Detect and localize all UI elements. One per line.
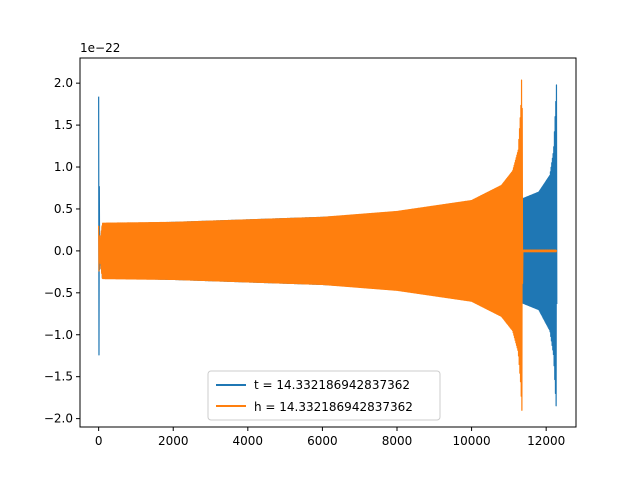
y-tick-label: −2.0 xyxy=(44,412,73,426)
x-tick-label: 6000 xyxy=(307,434,338,448)
y-tick-label: 0.5 xyxy=(54,202,73,216)
y-tick-label: −1.0 xyxy=(44,328,73,342)
x-axis: 0 2000 4000 6000 8000 10000 12000 xyxy=(95,427,565,448)
x-tick-label: 10000 xyxy=(452,434,490,448)
legend: t = 14.332186942837362 h = 14.3321869428… xyxy=(207,370,441,421)
y-axis: −2.0 −1.5 −1.0 −0.5 0.0 0.5 1.0 1.5 2.0 xyxy=(44,76,80,426)
legend-label-t: t = 14.332186942837362 xyxy=(254,378,410,392)
x-tick-label: 4000 xyxy=(233,434,264,448)
x-tick-label: 2000 xyxy=(158,434,189,448)
plot-area xyxy=(98,79,558,411)
y-tick-label: −0.5 xyxy=(44,286,73,300)
y-tick-label: 0.0 xyxy=(54,244,73,258)
series-line-h xyxy=(98,79,558,411)
y-axis-offset-label: 1e−22 xyxy=(80,41,120,55)
y-tick-label: 1.5 xyxy=(54,118,73,132)
x-tick-label: 12000 xyxy=(527,434,565,448)
y-tick-label: 1.0 xyxy=(54,160,73,174)
x-tick-label: 8000 xyxy=(382,434,413,448)
legend-box xyxy=(207,370,441,421)
y-tick-label: −1.5 xyxy=(44,370,73,384)
axes-frame xyxy=(79,57,577,428)
x-tick-label: 0 xyxy=(95,434,103,448)
legend-label-h: h = 14.332186942837362 xyxy=(254,400,413,414)
y-tick-label: 2.0 xyxy=(54,76,73,90)
